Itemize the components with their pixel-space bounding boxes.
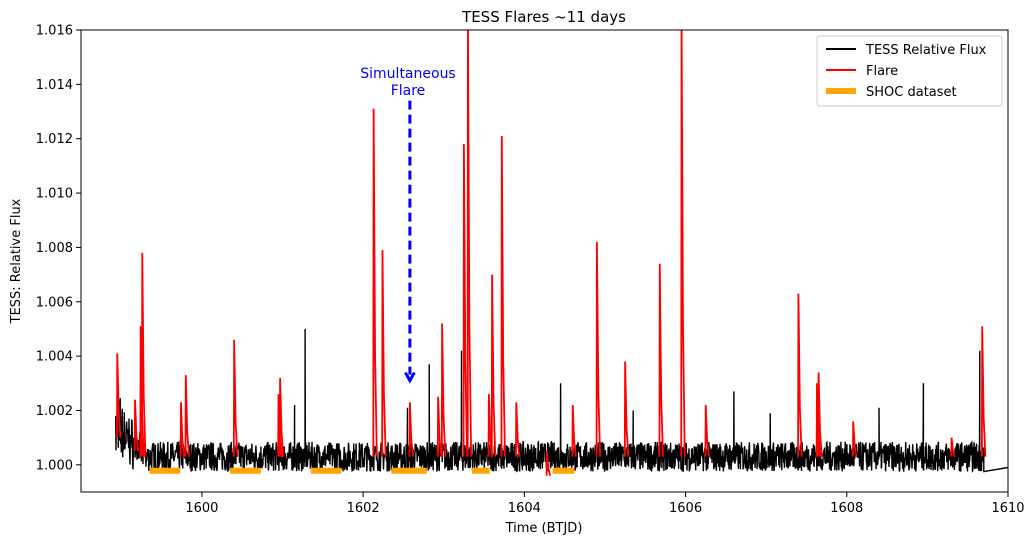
flare-22 xyxy=(595,241,602,457)
x-tick-label: 1604 xyxy=(508,501,541,516)
flare-9 xyxy=(372,108,378,457)
y-tick-label: 1.008 xyxy=(36,241,73,256)
flare-15 xyxy=(466,30,473,457)
flare-3 xyxy=(139,326,145,457)
x-tick-label: 1606 xyxy=(669,501,702,516)
flare-4 xyxy=(179,402,186,457)
y-tick-label: 1.002 xyxy=(36,404,73,419)
flare-21 xyxy=(571,404,577,457)
y-tick-label: 1.016 xyxy=(36,24,73,39)
flare-19 xyxy=(515,402,521,457)
flare-2 xyxy=(141,252,147,457)
flare-24 xyxy=(658,263,664,457)
flare-10 xyxy=(381,250,387,457)
x-axis-label: Time (BTJD) xyxy=(505,521,583,536)
legend: TESS Relative Flux Flare SHOC dataset xyxy=(816,35,1003,107)
annotation-text-line1: Simultaneous xyxy=(360,66,455,82)
y-tick-label: 1.004 xyxy=(36,350,73,365)
flare-25 xyxy=(680,30,686,457)
flare-0 xyxy=(116,353,122,438)
y-tick-label: 1.014 xyxy=(36,78,73,93)
flare-8 xyxy=(277,394,283,457)
flare-14 xyxy=(462,144,469,457)
y-axis: 1.000 1.002 1.004 1.006 1.008 1.010 1.012 1.014… xyxy=(36,24,81,473)
flare-20 xyxy=(545,451,552,476)
x-tick-label: 1610 xyxy=(991,501,1024,516)
legend-label-tess: TESS Relative Flux xyxy=(865,43,987,58)
y-tick-label: 1.012 xyxy=(36,132,73,147)
annotation-arrow-head xyxy=(404,371,416,384)
plot-area xyxy=(115,30,1008,476)
flare-18 xyxy=(500,135,506,457)
x-axis: 1600 1602 1604 1606 1608 1610 xyxy=(185,492,1025,516)
flare-17 xyxy=(490,274,497,457)
flare-1 xyxy=(133,399,140,452)
flare-30 xyxy=(852,421,858,457)
plot-frame xyxy=(80,29,1009,493)
annotation-text-line2: Flare xyxy=(391,83,426,99)
y-axis-label: TESS: Relative Flux xyxy=(9,198,24,324)
legend-label-shoc: SHOC dataset xyxy=(866,85,957,100)
flare-6 xyxy=(232,339,239,457)
flare-23 xyxy=(623,361,630,457)
series-tess-relative-flux xyxy=(115,282,1008,473)
chart-title: TESS Flares ~11 days xyxy=(461,8,626,26)
flare-11 xyxy=(408,402,415,457)
flare-26 xyxy=(704,404,710,457)
x-tick-label: 1602 xyxy=(347,501,380,516)
y-tick-label: 1.006 xyxy=(36,295,73,310)
legend-box xyxy=(816,35,1003,107)
flare-29 xyxy=(815,383,822,457)
simultaneous-flare-annotation: Simultaneous Flare xyxy=(360,66,456,384)
flare-12 xyxy=(440,323,447,457)
y-tick-label: 1.010 xyxy=(36,187,73,202)
flare-27 xyxy=(797,293,803,457)
legend-label-flare: Flare xyxy=(866,64,898,79)
flare-13 xyxy=(436,396,443,457)
flare-31 xyxy=(950,437,956,457)
x-tick-label: 1608 xyxy=(830,501,863,516)
y-tick-label: 1.000 xyxy=(36,458,73,473)
x-tick-label: 1600 xyxy=(185,501,218,516)
flare-32 xyxy=(980,326,987,457)
flare-5 xyxy=(184,375,190,457)
